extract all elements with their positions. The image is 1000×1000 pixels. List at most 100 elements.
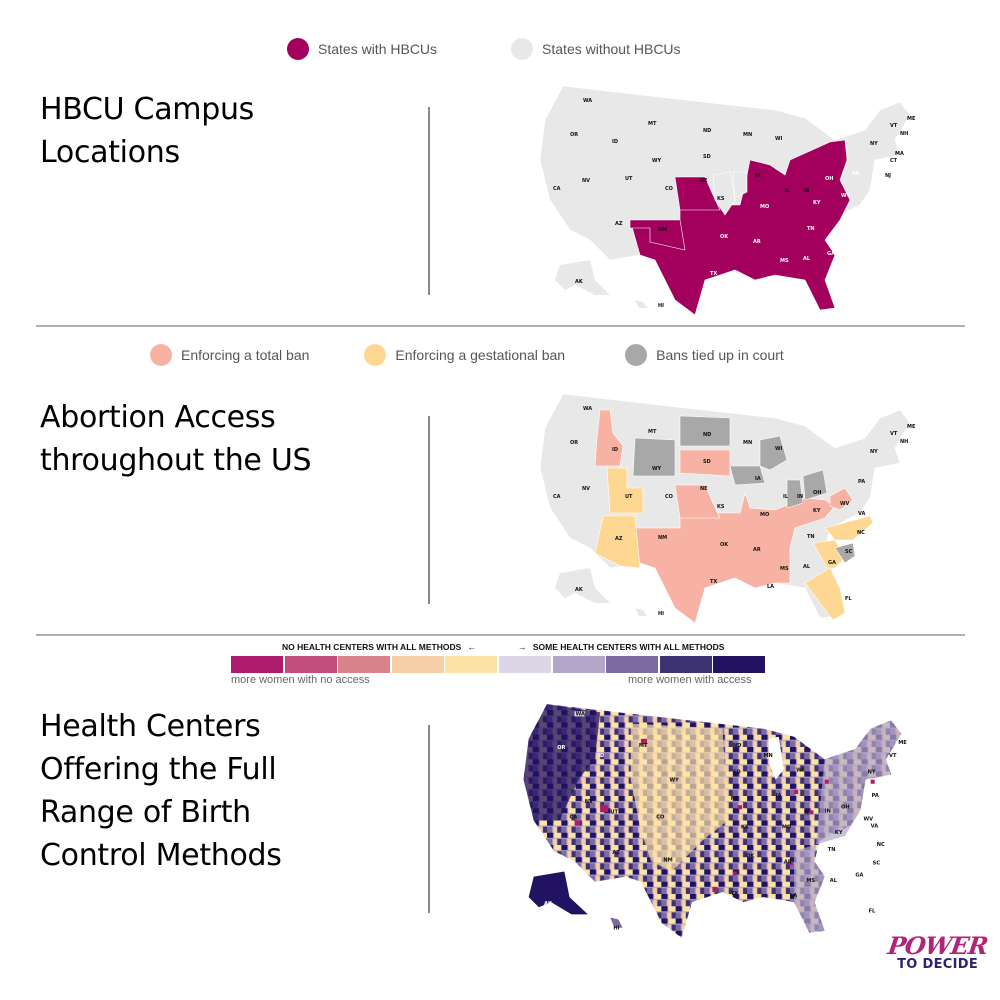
svg-text:OH: OH (813, 490, 821, 496)
health-centers-map: WA OR ID MT WY NV CA UT CO AZ NM ND SD NE KS MN WI I… (523, 704, 907, 938)
svg-text:TN: TN (828, 847, 836, 853)
svg-text:MN: MN (763, 753, 772, 759)
svg-text:PA: PA (858, 479, 865, 485)
svg-text:MS: MS (780, 566, 789, 572)
svg-text:MS: MS (780, 258, 789, 264)
svg-text:OK: OK (746, 853, 755, 859)
svg-text:WV: WV (840, 501, 850, 507)
svg-text:AL: AL (803, 564, 811, 570)
svg-text:NY: NY (870, 141, 878, 147)
svg-text:IA: IA (755, 476, 761, 482)
section-3-vertical-divider (428, 725, 430, 913)
abortion-map: WA OR ID MT WY NV CA UT CO AZ NM ND SD NE KS MN WI IA… (539, 393, 916, 624)
svg-text:ME: ME (907, 424, 916, 430)
svg-text:FL: FL (840, 286, 847, 292)
scale-swatch-8 (606, 656, 659, 673)
title-line: Offering the Full (40, 752, 277, 787)
svg-text:NY: NY (870, 449, 878, 455)
scale-right-heading: → SOME HEALTH CENTERS WITH ALL METHODS (518, 642, 724, 652)
svg-text:NC: NC (877, 842, 885, 848)
svg-text:ND: ND (703, 128, 711, 134)
scale-left-text: NO HEALTH CENTERS WITH ALL METHODS (282, 642, 462, 652)
svg-text:HI: HI (658, 303, 664, 309)
svg-text:SC: SC (873, 860, 881, 866)
svg-text:MO: MO (782, 825, 792, 831)
svg-text:WI: WI (796, 768, 804, 774)
title-line: throughout the US (40, 443, 312, 478)
svg-text:MN: MN (743, 132, 752, 138)
svg-text:WY: WY (652, 158, 662, 164)
title-line: Abortion Access (40, 400, 276, 435)
legend-item-tied-up-in-court: Bans tied up in court (625, 344, 784, 366)
scale-right-text: SOME HEALTH CENTERS WITH ALL METHODS (532, 642, 725, 652)
svg-text:HI: HI (658, 611, 664, 617)
svg-text:OR: OR (570, 440, 578, 446)
svg-text:AK: AK (544, 901, 553, 907)
svg-text:IN: IN (797, 494, 803, 500)
svg-text:IA: IA (776, 793, 782, 799)
svg-text:NY: NY (868, 770, 876, 776)
scale-right-note: more women with access (628, 674, 752, 686)
svg-text:LA: LA (790, 893, 797, 899)
svg-text:SD: SD (703, 154, 711, 160)
svg-text:WY: WY (652, 466, 662, 472)
svg-text:TX: TX (710, 579, 717, 585)
svg-text:NV: NV (582, 178, 590, 184)
legend-swatch (150, 344, 172, 366)
scale-swatch-6 (498, 656, 551, 673)
legend-swatch (625, 344, 648, 366)
svg-text:MO: MO (760, 512, 769, 518)
svg-text:SD: SD (733, 770, 741, 776)
svg-text:MT: MT (648, 121, 657, 127)
svg-text:NC: NC (855, 223, 863, 229)
svg-text:IL: IL (785, 188, 791, 194)
svg-text:KY: KY (813, 508, 821, 514)
svg-text:NE: NE (700, 178, 708, 184)
svg-text:WA: WA (583, 98, 592, 104)
legend-item-total-ban: Enforcing a total ban (150, 344, 309, 366)
svg-text:WV: WV (841, 193, 851, 199)
svg-text:TX: TX (731, 891, 738, 897)
arrow-right-icon: → (518, 642, 527, 652)
svg-text:KS: KS (741, 825, 749, 831)
svg-text:IL: IL (804, 810, 810, 816)
logo-power: POWER (886, 931, 990, 960)
svg-text:NM: NM (658, 535, 667, 541)
svg-text:PA: PA (852, 171, 859, 177)
svg-text:WI: WI (775, 446, 783, 452)
svg-text:WA: WA (576, 711, 585, 717)
svg-text:MA: MA (895, 151, 904, 157)
svg-text:LA: LA (767, 584, 774, 590)
legend-swatch (511, 38, 534, 60)
svg-text:NH: NH (900, 131, 908, 137)
svg-text:TN: TN (807, 226, 815, 232)
abortion-legend: Enforcing a total ban Enforcing a gestat… (150, 344, 784, 366)
legend-item-without-hbcu: States without HBCUs (511, 38, 681, 60)
svg-text:AL: AL (830, 878, 838, 884)
svg-text:FL: FL (845, 596, 852, 602)
svg-text:CA: CA (569, 814, 577, 820)
svg-text:MT: MT (639, 743, 648, 749)
svg-text:GA: GA (828, 560, 836, 566)
svg-text:WV: WV (863, 817, 873, 823)
svg-text:CO: CO (656, 814, 665, 820)
color-scale (231, 656, 767, 673)
svg-text:NV: NV (585, 799, 593, 805)
svg-text:OR: OR (557, 745, 565, 751)
section-divider-1 (36, 325, 965, 327)
svg-text:HI: HI (613, 926, 619, 932)
svg-text:NM: NM (658, 227, 667, 233)
svg-text:AZ: AZ (615, 536, 623, 542)
svg-text:MO: MO (760, 204, 769, 210)
title-line: Control Methods (40, 838, 282, 873)
svg-text:GA: GA (855, 873, 863, 879)
svg-text:NJ: NJ (885, 173, 891, 179)
svg-text:AR: AR (753, 547, 761, 553)
svg-text:GA: GA (827, 251, 835, 257)
svg-text:AR: AR (753, 239, 761, 245)
svg-text:AZ: AZ (615, 221, 623, 227)
svg-text:TX: TX (710, 271, 717, 277)
svg-text:IN: IN (825, 808, 831, 814)
svg-text:PA: PA (872, 793, 879, 799)
svg-text:OH: OH (841, 804, 850, 810)
